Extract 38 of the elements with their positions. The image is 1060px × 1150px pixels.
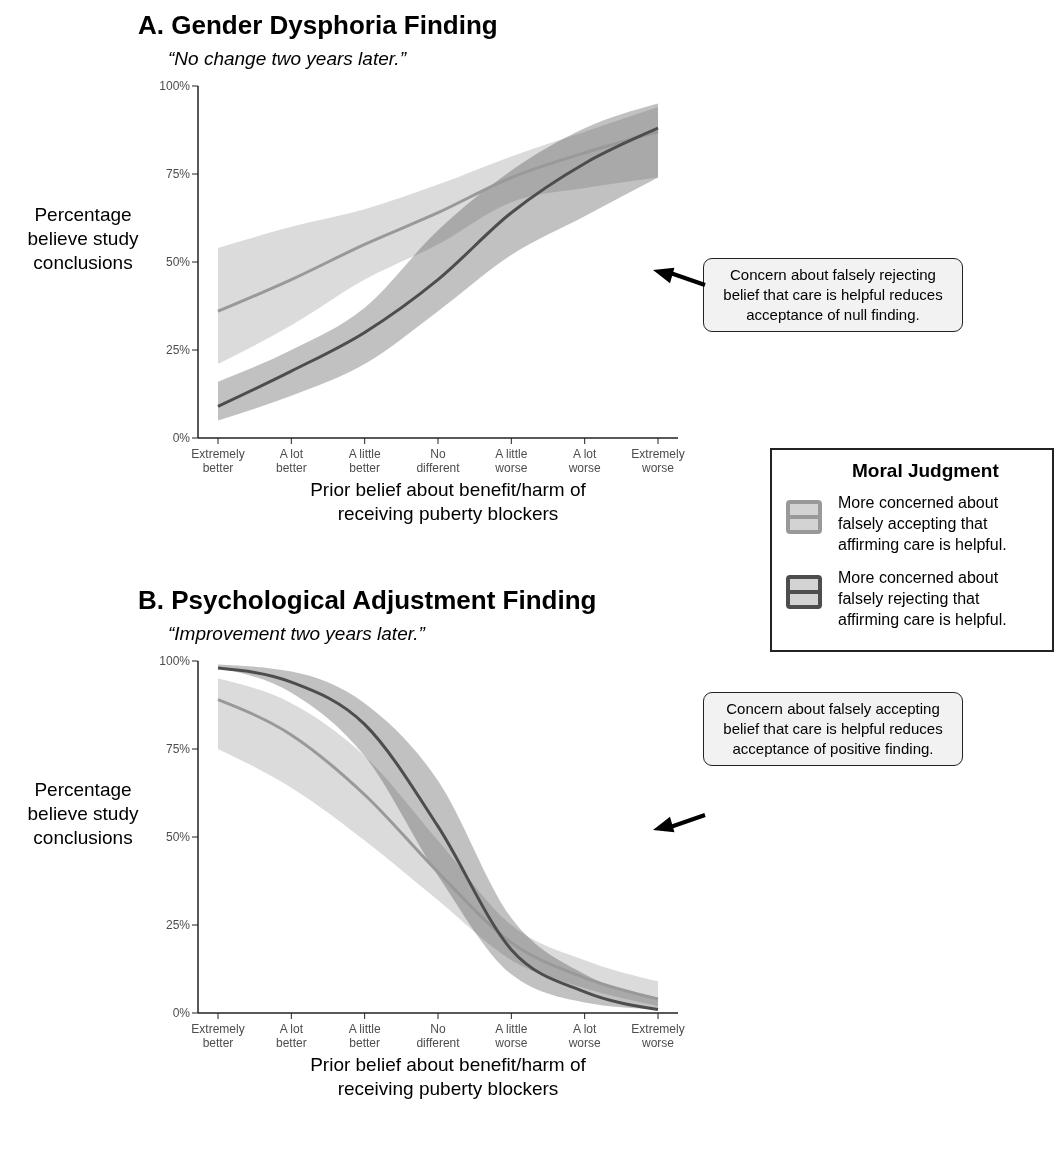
text: Concern about falsely rejecting belief that care is helpful reduces acceptance of null finding. — [703, 258, 963, 332]
y-tick-label: 75% — [165, 742, 191, 757]
x-tick-label: Extremely worse — [631, 447, 685, 475]
x-tick-label: A little worse — [494, 447, 528, 475]
y-tick-label: 0% — [172, 431, 191, 446]
x-tick-label: Extremely better — [191, 1022, 245, 1050]
legend-label: More concerned about falsely accepting that affirming care is helpful. — [838, 493, 1008, 555]
legend-title: Moral Judgment — [852, 460, 1000, 482]
x-axis-title: Prior belief about benefit/harm of receiving puberty blockers — [309, 1053, 587, 1101]
line-series — [216, 130, 660, 313]
x-tick-label: Extremely better — [191, 447, 245, 475]
x-tick-label: No different — [416, 447, 461, 475]
x-tick-label: Extremely worse — [631, 1022, 685, 1050]
x-axis-title: Prior belief about benefit/harm of receiving puberty blockers — [309, 478, 587, 526]
x-tick-label: A lot worse — [567, 1022, 601, 1050]
x-tick-label: No different — [416, 1022, 461, 1050]
y-tick-label: 75% — [165, 167, 191, 182]
y-tick-label: 25% — [165, 918, 191, 933]
y-axis-title: Percentage believe study conclusions — [26, 778, 140, 850]
y-tick-label: 100% — [159, 654, 191, 669]
y-tick-label: 0% — [172, 1006, 191, 1021]
y-tick-label: 50% — [165, 255, 191, 270]
x-tick-label: A little better — [348, 447, 381, 475]
chart-subtitle: “No change two years later.” — [168, 48, 406, 70]
y-tick-label: 25% — [165, 343, 191, 358]
text: Concern about falsely accepting belief that care is helpful reduces acceptance of positive finding. — [703, 692, 963, 766]
x-tick-label: A lot better — [275, 1022, 307, 1050]
x-tick-label: A little worse — [494, 1022, 528, 1050]
chart-title: B. Psychological Adjustment Finding — [138, 585, 597, 616]
legend-label: More concerned about falsely rejecting that affirming care is helpful. — [838, 568, 1008, 630]
y-tick-label: 100% — [159, 79, 191, 94]
x-tick-label: A little better — [348, 1022, 381, 1050]
chart-title: A. Gender Dysphoria Finding — [138, 10, 498, 41]
chart-subtitle: “Improvement two years later.” — [168, 623, 425, 645]
y-tick-label: 50% — [165, 830, 191, 845]
x-tick-label: A lot worse — [567, 447, 601, 475]
y-axis-title: Percentage believe study conclusions — [26, 203, 140, 275]
x-tick-label: A lot better — [275, 447, 307, 475]
